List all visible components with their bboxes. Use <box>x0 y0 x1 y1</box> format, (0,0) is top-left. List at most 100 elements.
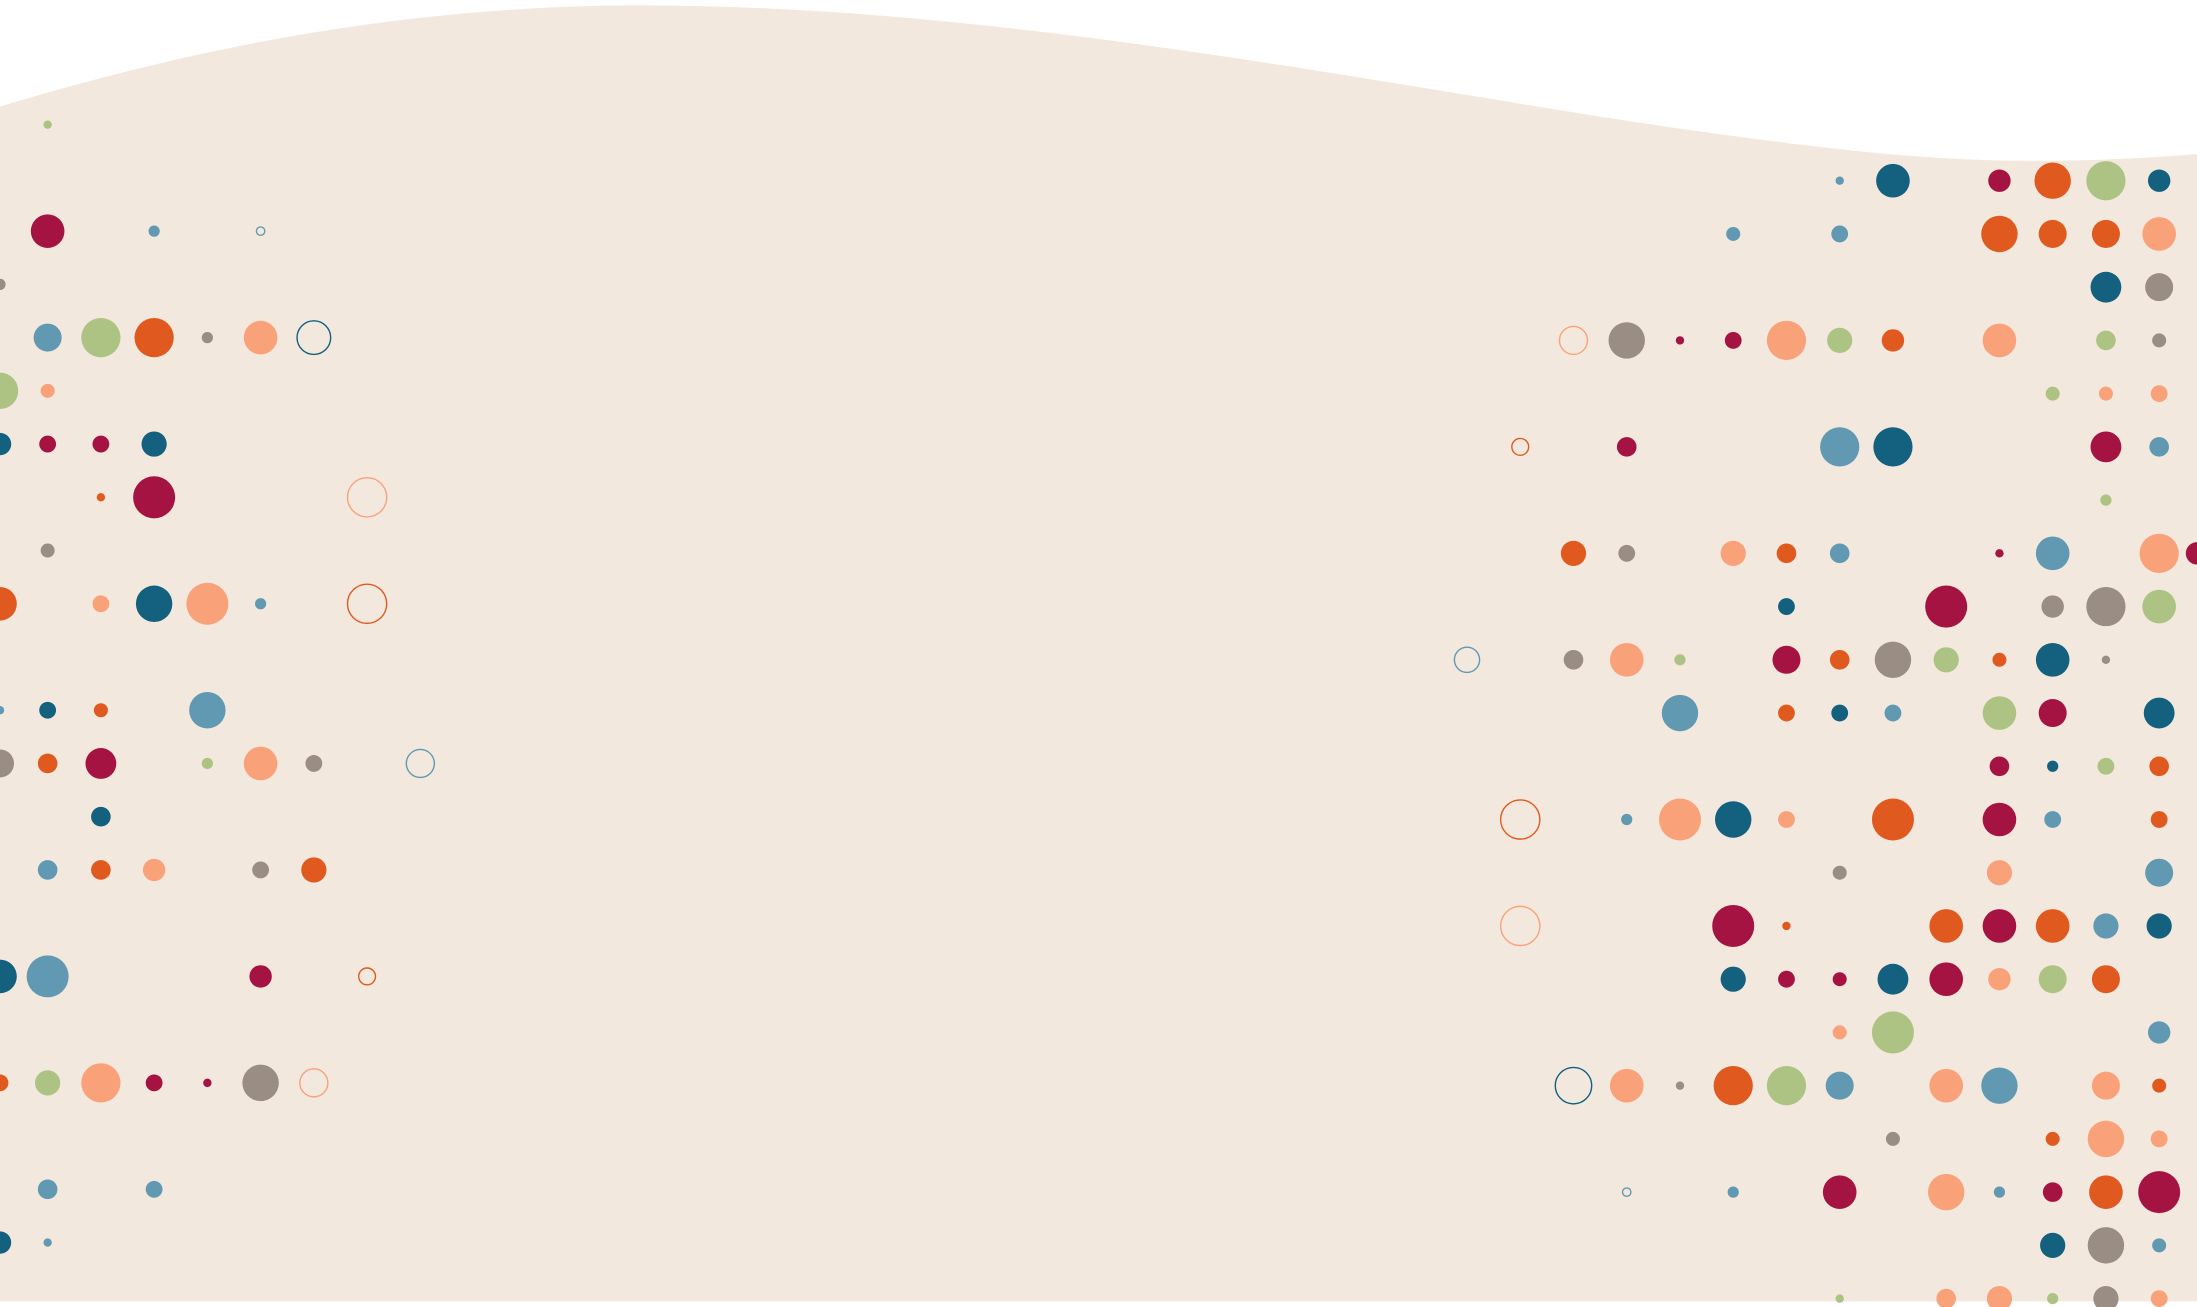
dot <box>201 332 213 344</box>
dot <box>243 746 278 781</box>
dot <box>92 435 110 453</box>
ring <box>1558 325 1589 356</box>
dot <box>1712 904 1755 947</box>
dot <box>2035 536 2070 571</box>
dot <box>2090 271 2122 303</box>
ring <box>1554 1066 1593 1105</box>
dot <box>1988 169 2011 192</box>
dot <box>301 857 327 883</box>
dot <box>1825 1071 1854 1100</box>
dot <box>1727 1186 1739 1198</box>
dot <box>2150 385 2168 403</box>
dot <box>135 585 173 622</box>
dot <box>1986 860 2013 886</box>
dot <box>2150 811 2168 828</box>
dot <box>1724 332 1742 349</box>
dot <box>33 323 62 352</box>
dot <box>2142 217 2176 251</box>
dot <box>0 432 12 456</box>
dot <box>2091 965 2120 994</box>
dot <box>1982 696 2017 730</box>
dot <box>2096 330 2116 351</box>
dot <box>2042 1182 2063 1202</box>
dot <box>0 706 5 715</box>
dot <box>2045 386 2060 401</box>
dot <box>203 1078 212 1088</box>
dot <box>2087 1227 2125 1264</box>
dot <box>2150 1130 2168 1148</box>
ring <box>299 1068 329 1098</box>
dot <box>1881 329 1905 352</box>
dot <box>0 749 15 778</box>
dot <box>1658 798 1701 841</box>
dot <box>145 1074 163 1092</box>
dot <box>1618 544 1636 562</box>
dot <box>142 858 166 882</box>
dot <box>1829 649 1850 670</box>
dot <box>2098 386 2113 401</box>
dot <box>255 598 267 610</box>
ring <box>1511 437 1530 456</box>
dot <box>1621 813 1633 826</box>
dot <box>1766 1066 1807 1106</box>
dot <box>1778 598 1795 615</box>
dot <box>1929 1068 1964 1103</box>
dot <box>39 701 57 719</box>
dot <box>1674 654 1686 666</box>
dot <box>1929 909 1964 943</box>
dot <box>0 278 6 290</box>
dot <box>2038 965 2067 994</box>
ring <box>405 748 436 779</box>
dot <box>1778 970 1795 988</box>
dot <box>1986 1285 2013 1307</box>
dot <box>2152 333 2167 348</box>
dot <box>0 959 17 994</box>
dot <box>92 595 110 613</box>
dot <box>2041 595 2064 618</box>
dot <box>2143 697 2175 729</box>
dot <box>249 965 272 988</box>
ring <box>1499 905 1541 947</box>
dot <box>1726 226 1741 241</box>
dot <box>1993 1186 2006 1198</box>
dot <box>1832 865 1847 880</box>
dot <box>1877 963 1909 995</box>
dot <box>2139 533 2179 573</box>
dot <box>2086 586 2126 627</box>
dot <box>1675 1081 1685 1090</box>
dot <box>1766 320 1807 361</box>
dot <box>1831 225 1849 243</box>
dot <box>2089 1175 2123 1209</box>
dot <box>39 435 57 453</box>
dot <box>1982 802 2017 837</box>
dot <box>1772 645 1801 674</box>
dot <box>1981 215 2018 253</box>
dot <box>2093 913 2119 939</box>
dot <box>2040 1232 2066 1258</box>
dot <box>1874 641 1912 679</box>
dot <box>2047 760 2059 772</box>
dot <box>1778 811 1795 828</box>
dot <box>1876 163 1910 198</box>
dot-pattern <box>0 120 2197 1307</box>
dot <box>1929 962 1964 997</box>
ring <box>346 476 388 518</box>
dot <box>1871 1011 1914 1054</box>
dot <box>1827 327 1853 354</box>
dot <box>1995 549 2004 558</box>
dot <box>1832 972 1847 987</box>
dot <box>1782 921 1791 931</box>
dot <box>1981 1067 2018 1104</box>
dot <box>1936 1288 1956 1307</box>
dot <box>37 1179 58 1200</box>
dot <box>2038 699 2067 728</box>
dot <box>2047 1292 2059 1305</box>
dot <box>0 586 17 621</box>
dot <box>1835 176 1844 185</box>
dot <box>1831 704 1849 722</box>
dot <box>2142 589 2176 624</box>
dot <box>2045 1131 2060 1146</box>
dot <box>26 955 69 998</box>
dot <box>252 861 270 879</box>
dot <box>2086 161 2126 201</box>
